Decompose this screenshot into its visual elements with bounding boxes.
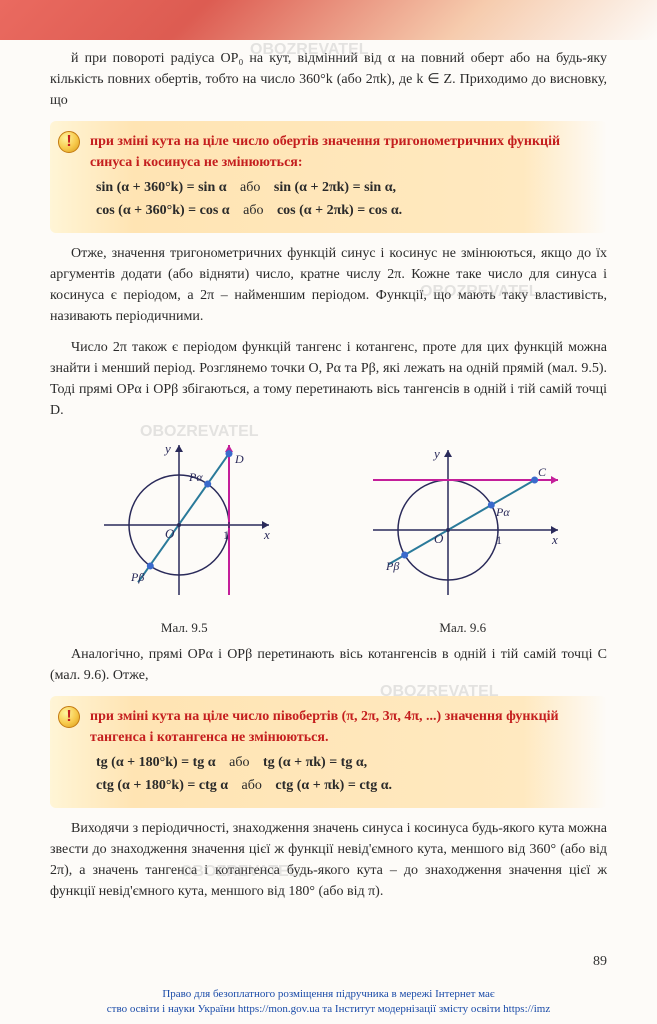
origin-label: O (165, 526, 175, 541)
Pb-label: Pβ (385, 559, 399, 573)
separator: або (242, 778, 262, 793)
footer-attribution: Право для безоплатного розміщення підруч… (20, 987, 637, 1016)
callout-heading: при зміні кута на ціле число півобертів … (90, 706, 591, 748)
paragraph-periodicity: Отже, значення тригонометричних функцій … (50, 243, 607, 327)
callout-heading: при зміні кута на ціле число обертів зна… (90, 131, 591, 173)
origin-label: O (434, 531, 444, 546)
origin-dot (446, 528, 450, 532)
origin-dot (177, 523, 181, 527)
formula-ctg: ctg (α + 180°k) = ctg α або ctg (α + πk)… (90, 775, 591, 796)
y-label: y (432, 446, 440, 461)
D-label: D (234, 452, 244, 466)
formula-cos: cos (α + 360°k) = cos α або cos (α + 2πk… (90, 200, 591, 221)
figure-caption: Мал. 9.6 (353, 618, 573, 638)
point-Pb (401, 552, 408, 559)
trig-circle-cotangent: x y O 1 Pα Pβ C (353, 435, 573, 605)
footer-link[interactable]: https://mon.gov.ua (238, 1003, 320, 1015)
formula-tg: tg (α + 180°k) = tg α або tg (α + πk) = … (90, 752, 591, 773)
footer-text: ство освіти і науки України (107, 1003, 238, 1015)
separator: або (240, 180, 260, 195)
diameter-line (388, 480, 535, 565)
C-label: C (538, 465, 547, 479)
point-Pa (488, 502, 495, 509)
unit-label: 1 (496, 533, 502, 547)
figure-9-6: x y O 1 Pα Pβ C Мал. 9.6 (353, 435, 573, 638)
unit-label: 1 (223, 528, 229, 542)
formula-part: tg (α + 180°k) = tg α (96, 755, 216, 770)
exclamation-icon: ! (58, 706, 80, 728)
formula-part: ctg (α + 180°k) = ctg α (96, 778, 228, 793)
formula-part: ctg (α + πk) = ctg α. (275, 778, 392, 793)
separator: або (243, 203, 263, 218)
paragraph-conclusion: Виходячи з періодичності, знаходження зн… (50, 818, 607, 902)
y-arrow (175, 445, 183, 452)
callout-sin-cos: ! при зміні кута на ціле число обертів з… (50, 121, 607, 233)
trig-circle-tangent: x y O 1 Pα Pβ D (84, 435, 284, 605)
formula-part: cos (α + 360°k) = cos α (96, 203, 230, 218)
point-Pa (204, 481, 211, 488)
formula-part: sin (α + 2πk) = sin α, (274, 180, 396, 195)
footer-text: та Інститут модернізації змісту освіти (322, 1003, 503, 1015)
page-content: OBOZREVATEL OBOZREVATEL OBOZREVATEL OBOZ… (0, 0, 657, 942)
Pa-label: Pα (495, 505, 510, 519)
formula-sin: sin (α + 360°k) = sin α або sin (α + 2πk… (90, 177, 591, 198)
formula-part: tg (α + πk) = tg α, (263, 755, 367, 770)
Pb-label: Pβ (130, 570, 144, 584)
callout-tg-ctg: ! при зміні кута на ціле число півоберті… (50, 696, 607, 808)
footer-text: Право для безоплатного розміщення підруч… (162, 988, 494, 1000)
point-Pb (147, 562, 154, 569)
figure-9-5: x y O 1 Pα Pβ D Мал. 9.5 (84, 435, 284, 638)
diagrams-row: x y O 1 Pα Pβ D Мал. 9.5 (50, 435, 607, 638)
paragraph-intro: й при повороті радіуса OP₀ на кут, відмі… (50, 48, 607, 111)
paragraph-tangent: Число 2π також є періодом функцій танген… (50, 337, 607, 421)
exclamation-icon: ! (58, 131, 80, 153)
page-number: 89 (593, 951, 607, 972)
y-arrow (444, 450, 452, 457)
separator: або (229, 755, 249, 770)
y-label: y (163, 441, 171, 456)
formula-part: cos (α + 2πk) = cos α. (277, 203, 402, 218)
Pa-label: Pα (188, 470, 203, 484)
figure-caption: Мал. 9.5 (84, 618, 284, 638)
formula-part: sin (α + 360°k) = sin α (96, 180, 227, 195)
footer-link[interactable]: https://imz (503, 1003, 550, 1015)
point-D (226, 450, 233, 457)
text-run: Отже, значення тригонометричних функцій … (50, 246, 607, 324)
cotangent-arrow (551, 476, 558, 484)
paragraph-analogous: Аналогічно, прямі OPα і OPβ перетинають … (50, 644, 607, 686)
x-label: x (263, 527, 270, 542)
x-label: x (551, 532, 558, 547)
